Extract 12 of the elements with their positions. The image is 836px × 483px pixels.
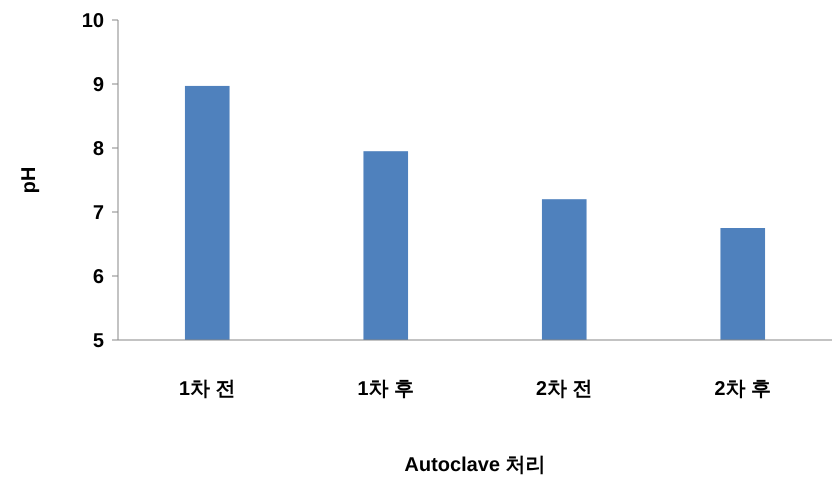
y-tick-label: 9 [92,74,104,96]
y-tick-label: 6 [92,266,104,288]
y-axis-title: pH [18,166,40,194]
x-axis-title: Autoclave 처리 [404,454,546,476]
y-tick-label: 7 [92,202,104,224]
y-tick-label: 10 [82,10,104,32]
x-tick-label: 2차 후 [714,378,772,400]
x-tick-label: 2차 전 [536,378,593,400]
x-tick-label: 1차 후 [357,378,414,400]
y-tick-label: 5 [92,330,104,352]
x-tick-label: 1차 전 [178,378,236,400]
y-tick-label: 8 [92,138,104,160]
